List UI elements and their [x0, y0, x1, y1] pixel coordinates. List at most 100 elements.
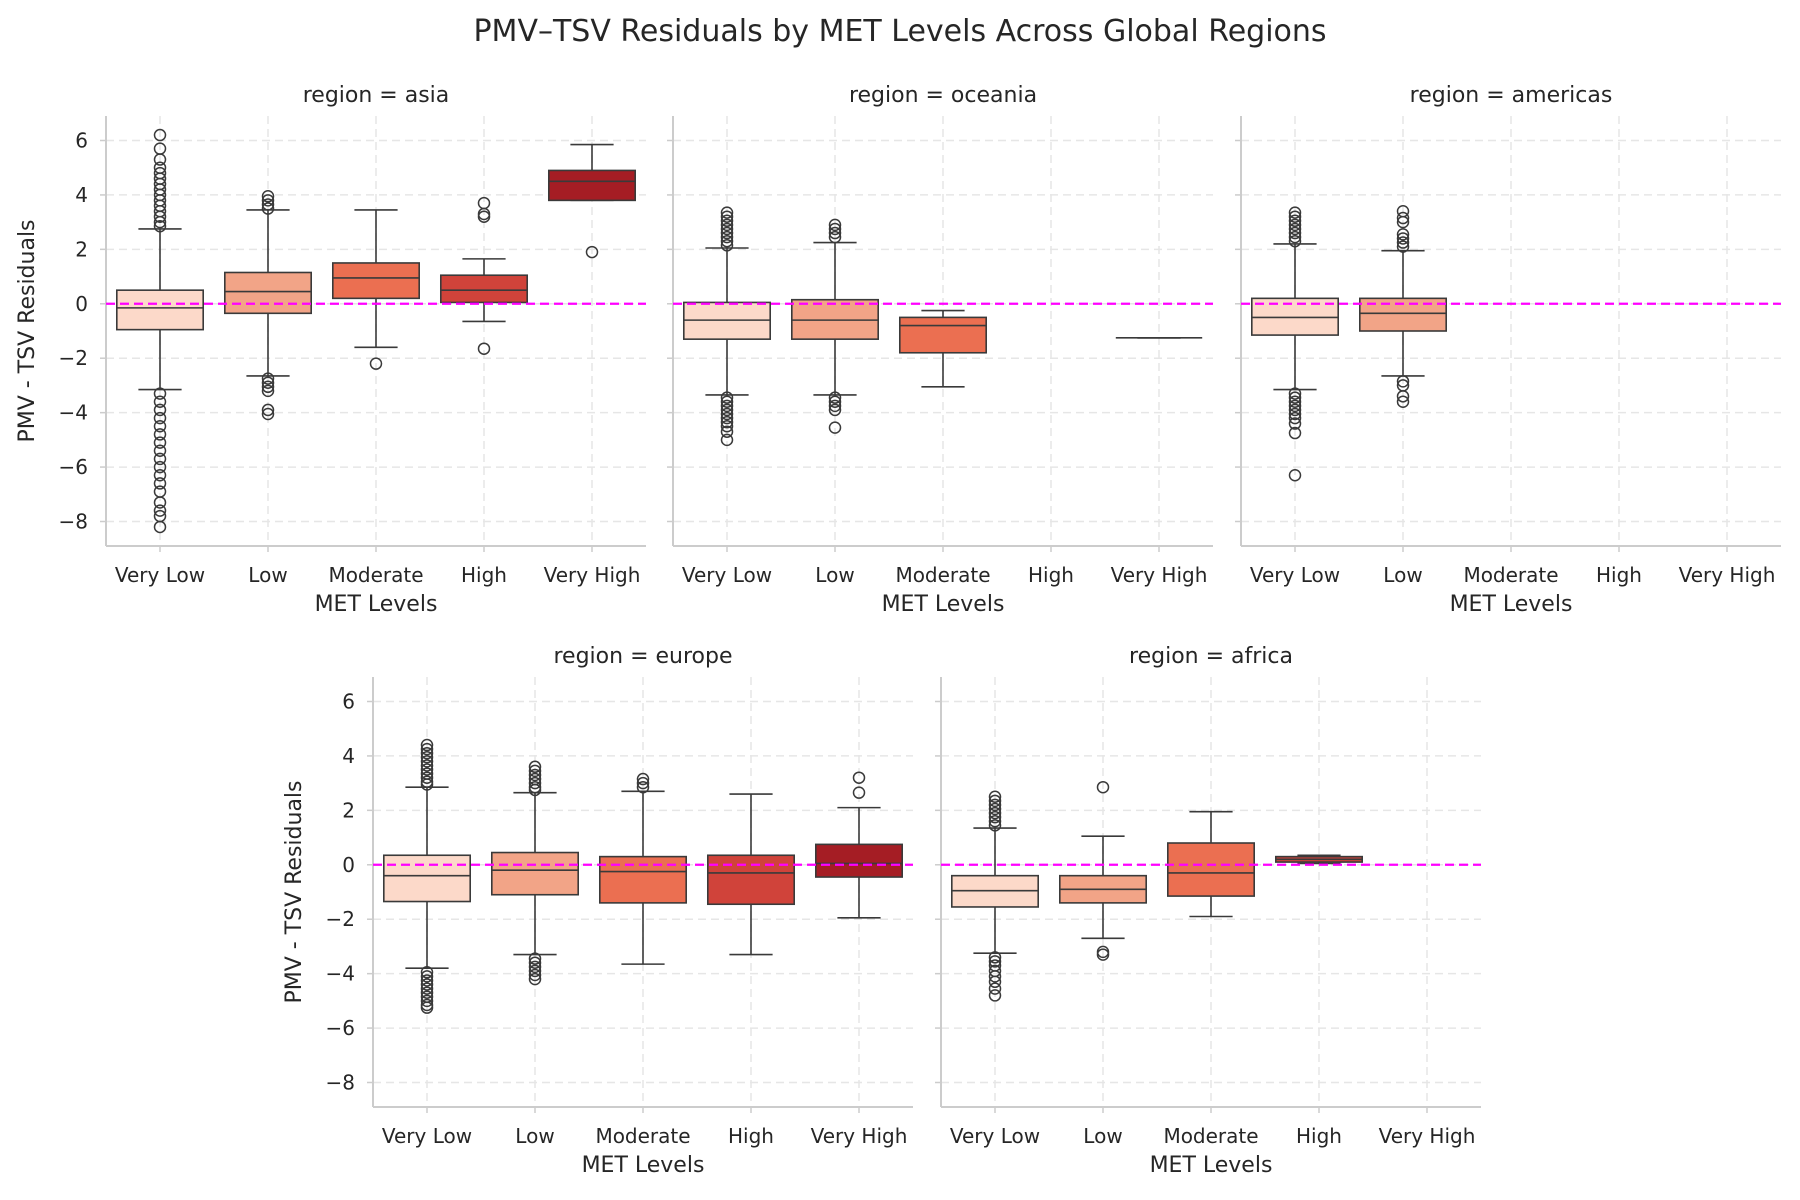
outlier-point	[1396, 211, 1410, 225]
outlier-point	[636, 772, 650, 786]
outlier-point	[1288, 407, 1302, 421]
outlier-point	[1288, 395, 1302, 409]
outlier-point	[420, 966, 434, 979]
outlier-point	[1288, 417, 1302, 430]
outlier-point	[420, 763, 434, 776]
outlier-point	[528, 768, 542, 782]
outlier-point	[153, 468, 167, 482]
outlier-point	[261, 198, 275, 211]
outlier-point	[828, 399, 842, 413]
outlier-point	[1096, 948, 1110, 961]
outlier-point	[720, 399, 734, 413]
outlier-point	[528, 760, 542, 774]
x-tick-label: Moderate	[328, 563, 423, 587]
x-tick-label: Very Low	[115, 563, 205, 587]
x-tick-label: Very Low	[682, 563, 772, 587]
x-tick-label: Moderate	[895, 563, 990, 587]
outlier-point	[261, 194, 275, 207]
x-tick-label: Moderate	[1163, 1124, 1258, 1148]
x-tick-label: Very Low	[1250, 563, 1340, 587]
outlier-point	[720, 214, 734, 228]
outlier-point	[720, 407, 734, 421]
outlier-point	[261, 403, 275, 417]
box-low	[224, 190, 313, 421]
box-iqr	[224, 271, 313, 315]
outlier-point	[420, 1001, 434, 1014]
box-moderate	[898, 309, 987, 388]
box-very-low	[950, 790, 1039, 1002]
x-tick-label: High	[1296, 1124, 1342, 1148]
x-tick-label: Low	[248, 563, 287, 587]
box-iqr	[898, 316, 987, 354]
outlier-point	[988, 794, 1002, 808]
outlier-point	[153, 420, 167, 433]
outlier-point	[261, 380, 275, 394]
outlier-point	[420, 970, 434, 983]
box-iqr	[331, 262, 420, 300]
box-iqr	[1167, 842, 1256, 897]
outlier-point	[720, 222, 734, 236]
outlier-point	[261, 190, 275, 203]
outlier-point	[528, 968, 542, 982]
outlier-point	[852, 771, 866, 784]
outlier-point	[720, 395, 734, 409]
y-tick-label: 4	[75, 183, 88, 207]
outlier-point	[153, 477, 167, 490]
outlier-point	[988, 806, 1002, 820]
box-high	[439, 196, 528, 355]
outlier-point	[720, 415, 734, 429]
outlier-point	[828, 222, 842, 236]
x-tick-label: Very High	[1679, 563, 1776, 587]
outlier-point	[1288, 387, 1302, 400]
outlier-point	[528, 964, 542, 978]
outlier-point	[720, 210, 734, 223]
outlier-point	[1288, 214, 1302, 228]
x-axis-label: MET Levels	[315, 592, 438, 617]
outlier-point	[153, 452, 167, 466]
box-very-low	[116, 128, 205, 534]
x-axis-label: MET Levels	[1150, 1153, 1273, 1178]
x-tick-label: High	[728, 1124, 774, 1148]
outlier-point	[420, 978, 434, 991]
x-tick-label: Low	[1083, 1124, 1122, 1148]
outlier-point	[153, 128, 167, 142]
outlier-point	[636, 776, 650, 790]
box-moderate	[331, 209, 420, 370]
outlier-point	[1288, 218, 1302, 232]
outlier-point	[720, 391, 734, 404]
y-tick-label: 4	[342, 744, 355, 768]
box-very-high	[547, 143, 636, 259]
outlier-point	[153, 504, 167, 517]
outlier-point	[828, 421, 842, 434]
outlier-point	[828, 403, 842, 417]
box-iqr	[706, 854, 795, 906]
outlier-point	[988, 970, 1002, 983]
x-tick-label: High	[1028, 563, 1074, 587]
box-low	[1059, 780, 1148, 961]
outlier-point	[477, 342, 491, 355]
outlier-point	[153, 460, 167, 474]
outlier-point	[1396, 240, 1410, 253]
outlier-point	[528, 972, 542, 986]
x-tick-label: High	[1596, 563, 1642, 587]
x-tick-label: Very High	[544, 563, 641, 587]
box-iqr	[439, 274, 528, 304]
box-iqr	[116, 289, 205, 331]
panel-title: region = americas	[1410, 83, 1613, 108]
box-iqr	[598, 855, 687, 904]
box-low	[490, 760, 579, 986]
outlier-point	[153, 428, 167, 441]
box-iqr	[490, 851, 579, 896]
outlier-point	[988, 975, 1002, 989]
outlier-point	[828, 226, 842, 240]
outlier-point	[1288, 468, 1302, 482]
y-tick-label: −4	[326, 962, 355, 986]
outlier-point	[1396, 236, 1410, 249]
outlier-point	[153, 210, 167, 223]
x-axis-label: MET Levels	[882, 592, 1005, 617]
box-high	[1275, 854, 1364, 865]
y-tick-label: −4	[59, 401, 88, 425]
outlier-point	[420, 746, 434, 760]
outlier-point	[1096, 780, 1110, 794]
outlier-point	[585, 245, 599, 259]
